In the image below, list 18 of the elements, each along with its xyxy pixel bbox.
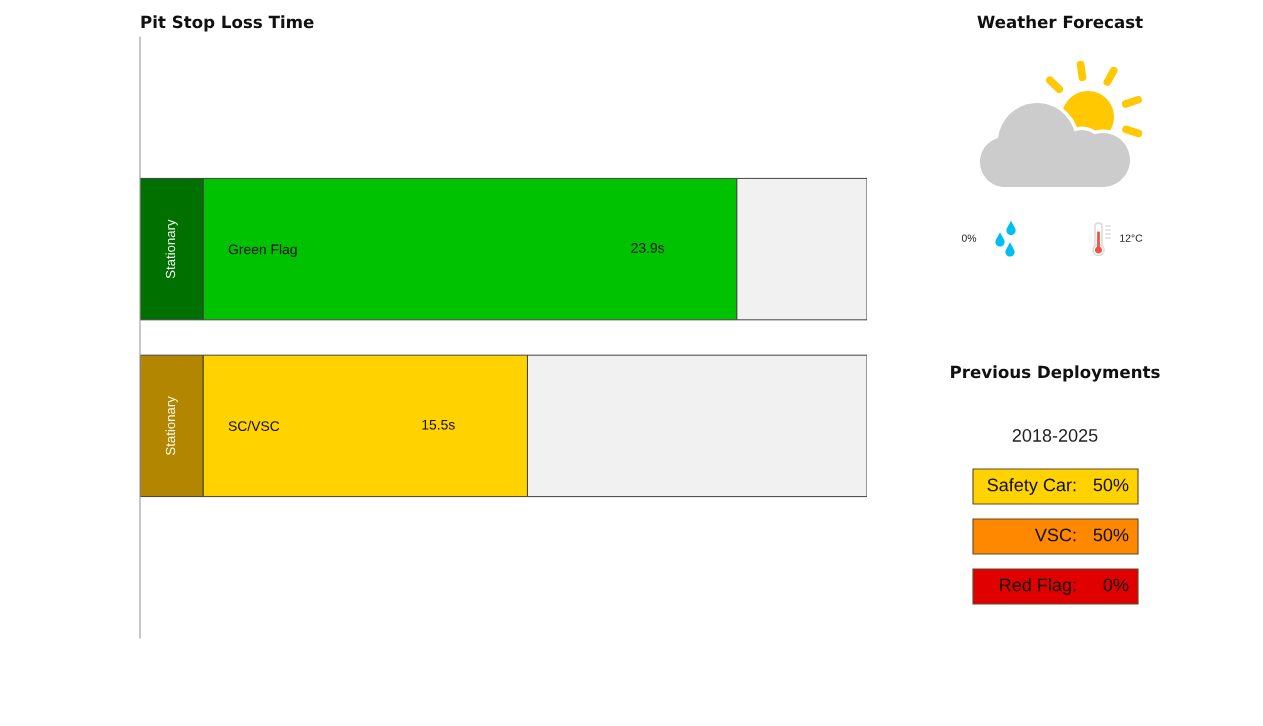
series-label: Stationary [165,219,178,279]
text: Weather Forecast [977,15,1143,29]
text: 12°C [1120,234,1143,242]
text: 2018-2025 [1012,429,1098,442]
annotation: 15.5s [422,419,455,430]
text: 50% [1093,478,1129,492]
annotation: 23.9s [631,243,665,253]
text: 0% [1103,578,1129,592]
chart-title: Pit Stop Loss Time [141,15,314,32]
y-tick-label: Green Flag [228,244,297,258]
text: Safety Car: [987,478,1076,495]
text: 0% [961,234,977,242]
text: 50% [1093,528,1129,542]
text: Stationary [165,396,178,455]
text: Red Flag: [1000,578,1076,595]
y-tick-label: SC/VSC [228,420,280,432]
text: Previous Deployments [951,365,1160,382]
text: VSC: [1034,528,1076,542]
